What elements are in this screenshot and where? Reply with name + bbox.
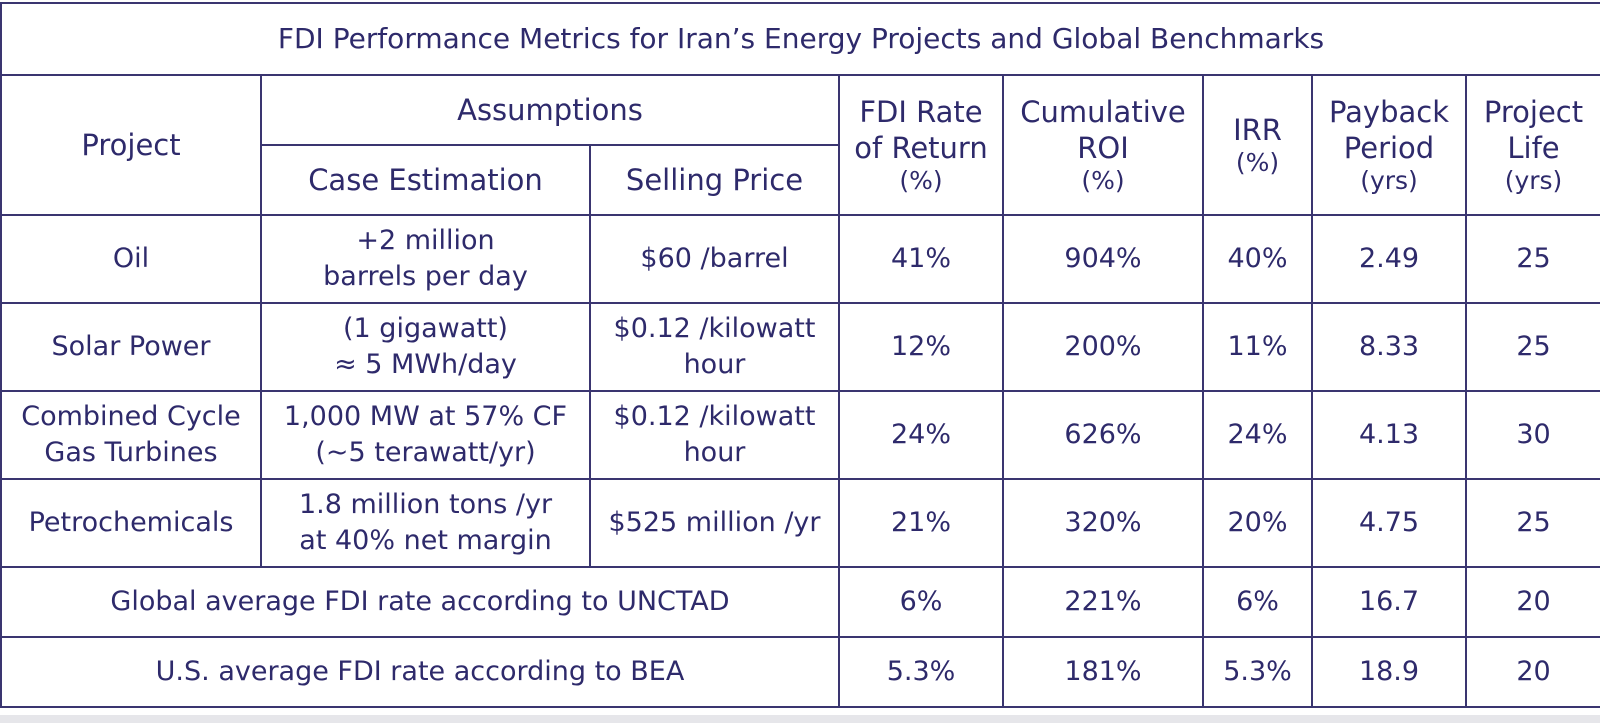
cumulative-roi-cell: 221% (1002, 566, 1204, 638)
header-project-life-line2: Life (1507, 131, 1560, 165)
selling-price-cell: $0.12 /kilowatt hour (589, 390, 840, 480)
fdi-rate-cell: 21% (838, 478, 1004, 568)
fdi-rate-cell: 5.3% (838, 636, 1004, 708)
fdi-rate-cell: 12% (838, 302, 1004, 392)
case-estimation-line: (~5 terawatt/yr) (315, 437, 536, 468)
case-estimation-line: ≈ 5 MWh/day (334, 349, 517, 380)
project-life-cell: 20 (1465, 566, 1600, 638)
benchmark-label: U.S. average FDI rate according to BEA (0, 636, 840, 708)
header-cumulative-roi-unit: (%) (1081, 166, 1125, 195)
fdi-rate-cell: 6% (838, 566, 1004, 638)
header-payback-line1: Payback (1328, 95, 1450, 129)
fdi-metrics-table: FDI Performance Metrics for Iran’s Energ… (0, 2, 1600, 708)
header-payback-line2: Period (1343, 131, 1435, 165)
header-fdi-rate-line1: FDI Rate (859, 95, 983, 129)
case-estimation-cell: 1.8 million tons /yr at 40% net margin (260, 478, 591, 568)
header-project-life-line1: Project (1483, 95, 1584, 129)
header-row-2: Case Estimation Selling Price (1, 144, 1600, 216)
payback-cell: 2.49 (1311, 214, 1467, 304)
irr-cell: 24% (1202, 390, 1313, 480)
header-irr-unit: (%) (1235, 148, 1280, 177)
project-cell: Solar Power (0, 302, 262, 392)
selling-price-line: hour (683, 437, 746, 468)
fdi-rate-cell: 41% (838, 214, 1004, 304)
header-row-1: Project Assumptions FDI Rate of Return (… (0, 74, 1600, 216)
irr-cell: 11% (1202, 302, 1313, 392)
header-assumptions: Assumptions (260, 74, 840, 146)
header-fdi-rate-unit: (%) (899, 166, 943, 195)
table-row: Combined Cycle Gas Turbines 1,000 MW at … (0, 390, 1600, 480)
project-name: Oil (112, 243, 150, 274)
header-project-life-unit: (yrs) (1504, 166, 1563, 195)
project-life-cell: 20 (1465, 636, 1600, 708)
header-payback-unit: (yrs) (1360, 166, 1418, 195)
selling-price-line: hour (683, 349, 746, 380)
case-estimation-line: 1.8 million tons /yr (298, 489, 553, 520)
case-estimation-line: +2 million (356, 225, 495, 256)
header-payback-period: Payback Period (yrs) (1311, 74, 1467, 216)
case-estimation-cell: (1 gigawatt) ≈ 5 MWh/day (260, 302, 591, 392)
header-cumulative-roi: Cumulative ROI (%) (1002, 74, 1204, 216)
project-life-cell: 30 (1465, 390, 1600, 480)
selling-price-line: $525 million /yr (608, 507, 821, 538)
selling-price-line: $0.12 /kilowatt (613, 401, 816, 432)
table-title: FDI Performance Metrics for Iran’s Energ… (0, 2, 1600, 76)
benchmark-row: U.S. average FDI rate according to BEA 5… (0, 636, 1600, 708)
project-name: Combined Cycle (21, 401, 241, 432)
irr-cell: 6% (1202, 566, 1313, 638)
project-cell: Combined Cycle Gas Turbines (0, 390, 262, 480)
project-name: Gas Turbines (44, 437, 218, 468)
payback-cell: 8.33 (1311, 302, 1467, 392)
irr-cell: 5.3% (1202, 636, 1313, 708)
irr-cell: 40% (1202, 214, 1313, 304)
cumulative-roi-cell: 320% (1002, 478, 1204, 568)
project-cell: Petrochemicals (0, 478, 262, 568)
payback-cell: 4.13 (1311, 390, 1467, 480)
selling-price-cell: $525 million /yr (589, 478, 840, 568)
cumulative-roi-cell: 626% (1002, 390, 1204, 480)
project-life-cell: 25 (1465, 214, 1600, 304)
project-name: Solar Power (51, 331, 211, 362)
header-irr-line1: IRR (1233, 113, 1282, 147)
cumulative-roi-cell: 181% (1002, 636, 1204, 708)
selling-price-line: $0.12 /kilowatt (613, 313, 816, 344)
benchmark-label: Global average FDI rate according to UNC… (0, 566, 840, 638)
payback-cell: 16.7 (1311, 566, 1467, 638)
project-life-cell: 25 (1465, 302, 1600, 392)
bottom-divider (0, 715, 1600, 723)
header-fdi-rate: FDI Rate of Return (%) (838, 74, 1004, 216)
header-project: Project (0, 74, 262, 216)
project-cell: Oil (0, 214, 262, 304)
header-selling-price: Selling Price (589, 144, 840, 216)
case-estimation-line: (1 gigawatt) (343, 313, 508, 344)
header-cumulative-roi-line1: Cumulative (1020, 95, 1186, 129)
case-estimation-cell: 1,000 MW at 57% CF (~5 terawatt/yr) (260, 390, 591, 480)
title-row: FDI Performance Metrics for Iran’s Energ… (0, 2, 1600, 76)
case-estimation-cell: +2 million barrels per day (260, 214, 591, 304)
cumulative-roi-cell: 200% (1002, 302, 1204, 392)
project-name: Petrochemicals (28, 507, 234, 538)
header-irr: IRR (%) (1202, 74, 1313, 216)
benchmark-row: Global average FDI rate according to UNC… (0, 566, 1600, 638)
project-life-cell: 25 (1465, 478, 1600, 568)
payback-cell: 4.75 (1311, 478, 1467, 568)
header-project-life: Project Life (yrs) (1465, 74, 1600, 216)
case-estimation-line: barrels per day (323, 261, 528, 292)
header-case-estimation: Case Estimation (260, 144, 591, 216)
selling-price-cell: $60 /barrel (589, 214, 840, 304)
table-wrapper: FDI Performance Metrics for Iran’s Energ… (0, 2, 1600, 708)
payback-cell: 18.9 (1311, 636, 1467, 708)
fdi-rate-cell: 24% (838, 390, 1004, 480)
table-row: Petrochemicals 1.8 million tons /yr at 4… (0, 478, 1600, 568)
case-estimation-line: at 40% net margin (299, 525, 552, 556)
header-fdi-rate-line2: of Return (854, 131, 988, 165)
selling-price-line: $60 /barrel (640, 243, 789, 274)
header-cumulative-roi-line2: ROI (1077, 131, 1129, 165)
table-row: Solar Power (1 gigawatt) ≈ 5 MWh/day $0.… (0, 302, 1600, 392)
case-estimation-line: 1,000 MW at 57% CF (283, 401, 568, 432)
irr-cell: 20% (1202, 478, 1313, 568)
selling-price-cell: $0.12 /kilowatt hour (589, 302, 840, 392)
cumulative-roi-cell: 904% (1002, 214, 1204, 304)
table-row: Oil +2 million barrels per day $60 /barr… (0, 214, 1600, 304)
